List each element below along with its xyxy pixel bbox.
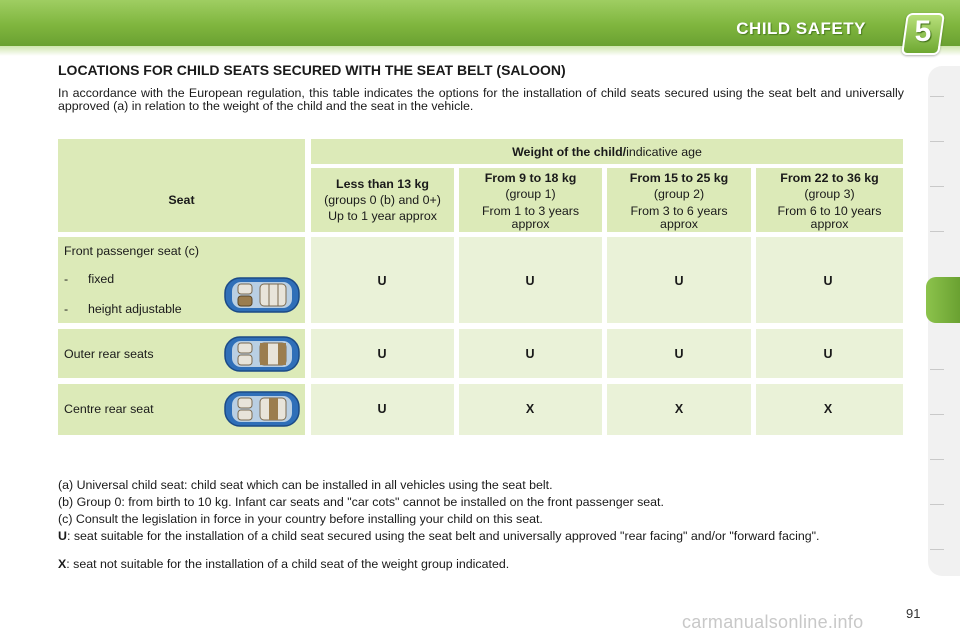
group-header-3: From 22 to 36 kg (group 3) From 6 to 10 … [756,172,903,231]
intro-paragraph: In accordance with the European regulati… [58,86,904,113]
group-title: From 22 to 36 kg [780,171,879,185]
group-title: From 9 to 18 kg [484,171,577,185]
tab-divider [930,504,944,505]
weight-header-cell [311,139,903,164]
seat-header: Seat [168,193,195,207]
suitability-mark: U [377,402,387,416]
group-line: (group 3) [804,187,855,201]
group-line: From 6 to 10 years approx [777,204,882,231]
tab-divider [930,414,944,415]
seat-option-dash: - [64,302,69,316]
value-cell [756,329,903,378]
car-top-view-outer-rear-icon [224,336,300,372]
suitability-mark: X [525,402,535,416]
group-header-0: Less than 13 kg (groups 0 (b) and 0+) Up… [311,178,454,223]
tab-divider [930,549,944,550]
note-a: (a) Universal child seat: child seat whi… [58,478,553,492]
header-band [0,0,960,46]
group-line: (group 2) [653,187,705,201]
weight-header: Weight of the child/indicative age [311,146,903,159]
legend-key-x: X [58,557,67,571]
seat-name: Outer rear seats [64,347,154,361]
suitability-mark: U [674,347,684,361]
suitability-mark: U [525,347,535,361]
weight-header-rest: indicative age [626,145,702,159]
group-header-cell [607,168,751,232]
note-c: (c) Consult the legislation in force in … [58,512,543,526]
group-title: From 15 to 25 kg [629,171,729,185]
value-cell [756,384,903,435]
group-title: Less than 13 kg [336,177,429,191]
group-header-cell [459,168,602,232]
value-cell [756,237,903,323]
suitability-mark: U [525,274,535,288]
header-fade [0,46,960,56]
note-u: U: seat suitable for the installation of… [58,530,908,543]
value-cell [311,384,454,435]
tab-divider [930,231,944,232]
note-x: X: seat not suitable for the installatio… [58,558,908,571]
seat-header-cell [58,139,305,232]
section-title: LOCATIONS FOR CHILD SEATS SECURED WITH T… [58,62,566,78]
group-line: Up to 1 year approx [328,209,437,223]
seat-option: fixed [88,272,115,286]
value-cell [607,329,751,378]
seat-name: Front passenger seat (c) [64,244,199,258]
chapter-tab-active[interactable] [926,277,960,323]
suitability-mark: X [674,402,684,416]
tab-divider [930,459,944,460]
value-cell [607,237,751,323]
group-line: From 3 to 6 years approx [630,204,728,231]
suitability-mark: U [823,274,833,288]
seat-name: Centre rear seat [64,402,154,416]
car-top-view-front-seat-icon [224,277,300,313]
value-cell [311,237,454,323]
suitability-mark: U [674,274,684,288]
legend-text-u: : seat suitable for the installation of … [66,529,820,543]
suitability-mark: U [377,347,387,361]
tab-divider [930,96,944,97]
suitability-mark: U [377,274,387,288]
group-header-cell [756,168,903,232]
value-cell [311,329,454,378]
value-cell [459,329,602,378]
legend-text-x: : seat not suitable for the installation… [66,557,510,571]
chapter-title: CHILD SAFETY [736,19,866,38]
tab-divider [930,141,944,142]
legend-key-u: U [58,529,67,543]
note-b: (b) Group 0: from birth to 10 kg. Infant… [58,495,664,509]
suitability-mark: X [823,402,833,416]
footer-watermark: carmanualsonline.info [682,612,864,632]
group-header-2: From 15 to 25 kg (group 2) From 3 to 6 y… [607,172,751,231]
seat-option: height adjustable [88,302,182,316]
value-cell [459,384,602,435]
value-cell [459,237,602,323]
group-line: From 1 to 3 years approx [481,204,580,231]
value-cell [607,384,751,435]
tab-divider [930,369,944,370]
group-header-1: From 9 to 18 kg (group 1) From 1 to 3 ye… [459,172,602,231]
group-line: (groups 0 (b) and 0+) [324,193,441,207]
chapter-number: 5 [914,15,932,48]
group-header-cell [311,168,454,232]
car-top-view-centre-rear-icon [224,391,300,427]
weight-header-bold: Weight of the child/ [512,145,627,159]
seat-option-dash: - [64,272,69,286]
group-line: (group 1) [505,187,556,201]
suitability-mark: U [823,347,833,361]
tab-divider [930,186,944,187]
page-number: 91 [906,606,921,621]
